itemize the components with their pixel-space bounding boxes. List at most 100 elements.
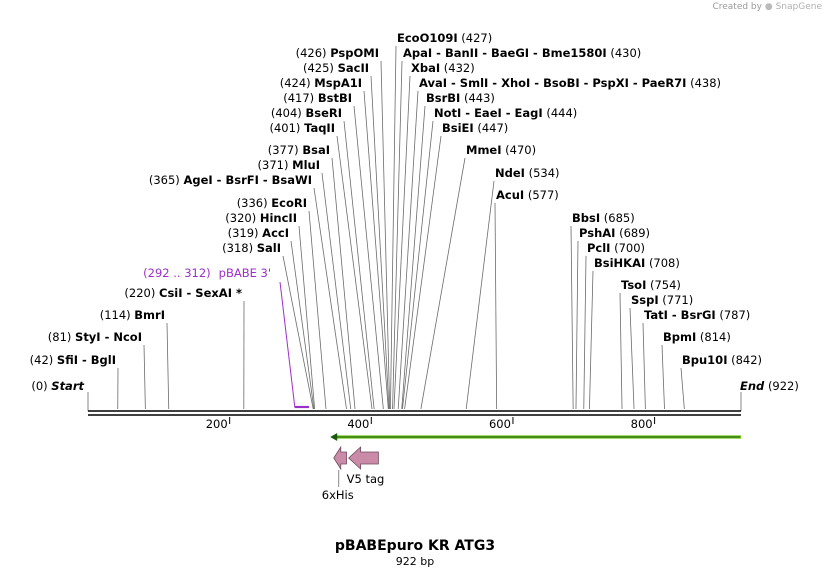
- start-position: (0): [31, 379, 47, 393]
- enzyme-styi-name: StyI - NcoI: [75, 330, 142, 344]
- end-name: End: [740, 379, 765, 393]
- enzyme-acui-name: AcuI: [496, 188, 524, 202]
- enzyme-styi-leader: [143, 344, 146, 410]
- enzyme-sacii-leader: [370, 75, 390, 410]
- enzyme-bsiei-leader: [404, 135, 442, 410]
- watermark-prefix: Created by: [712, 2, 762, 12]
- enzyme-bsrbi-label: BsrBI (443): [426, 91, 495, 105]
- enzyme-mspa1i-name: MspA1I: [314, 76, 362, 90]
- enzyme-tsoi-leader: [619, 292, 623, 410]
- enzyme-bseri-position: (404): [271, 106, 302, 120]
- enzyme-mmei-name: MmeI: [466, 143, 502, 157]
- enzyme-sspi-leader: [629, 307, 635, 410]
- enzyme-pspomi-position: (426): [296, 46, 327, 60]
- enzyme-mspa1i-leader: [363, 90, 389, 410]
- enzyme-styi-position: (81): [48, 330, 72, 344]
- enzyme-sacii-position: (425): [303, 61, 334, 75]
- enzyme-ndei-leader: [465, 180, 495, 410]
- enzyme-taqii-position: (401): [269, 121, 300, 135]
- enzyme-pcli-label: PclI (700): [587, 241, 645, 255]
- map-title: pBABEpuro KR ATG3: [334, 538, 496, 554]
- enzyme-sspi-label: SspI (771): [631, 293, 693, 307]
- enzyme-ndei-label: NdeI (534): [495, 166, 560, 180]
- enzyme-bsihkai-label: BsiHKAI (708): [594, 256, 680, 270]
- enzyme-ndei-position: (534): [529, 166, 560, 180]
- enzyme-sacii-name: SacII: [338, 61, 369, 75]
- enzyme-ecoo109i-label: EcoO109I (427): [397, 31, 492, 45]
- enzyme-acui-position: (577): [528, 188, 559, 202]
- enzyme-bsai-label: (377) BsaI: [268, 143, 330, 157]
- enzyme-hincii-name: HincII: [260, 211, 297, 225]
- enzyme-bbsi-leader: [570, 225, 574, 410]
- enzyme-apai-label: ApaI - BanII - BaeGI - Bme1580I (430): [403, 46, 641, 60]
- enzyme-bsrbi-name: BsrBI: [426, 91, 460, 105]
- map-length: 922 bp: [395, 555, 435, 568]
- enzyme-sacii-label: (425) SacII: [303, 61, 369, 75]
- enzyme-pspomi-label: (426) PspOMI: [296, 46, 379, 60]
- enzyme-hincii-label: (320) HincII: [225, 211, 297, 225]
- end-position: (922): [768, 379, 799, 393]
- enzyme-taqii-name: TaqII: [304, 121, 335, 135]
- enzyme-acci-position: (319): [228, 226, 259, 240]
- feature-6xhis-label: 6xHis: [322, 488, 354, 502]
- enzyme-acui-label: AcuI (577): [496, 188, 559, 202]
- enzyme-tati-name: TatI - BsrGI: [644, 308, 716, 322]
- enzyme-bsrbi-leader: [401, 105, 426, 410]
- end-label: End (922): [740, 379, 799, 393]
- enzyme-csii-name: CsiI - SexAI *: [159, 286, 242, 300]
- enzyme-mmei-leader: [420, 157, 466, 410]
- enzyme-apai-position: (430): [610, 46, 641, 60]
- enzyme-apai-leader: [392, 60, 403, 410]
- enzyme-mlui-leader: [321, 172, 352, 410]
- enzyme-sfii-label: (42) SfiI - BglI: [30, 353, 116, 367]
- enzyme-avai-label: AvaI - SmlI - XhoI - BsoBI - PspXI - Pae…: [419, 76, 721, 90]
- enzyme-pcli-name: PclI: [587, 241, 610, 255]
- enzyme-bseri-leader: [343, 120, 375, 410]
- feature-v5-tag-arrow: [348, 446, 379, 470]
- enzyme-sali-position: (318): [222, 241, 253, 255]
- enzyme-acci-leader: [290, 240, 315, 410]
- enzyme-bbsi-label: BbsI (685): [572, 211, 635, 225]
- primer-range: (292 .. 312): [143, 266, 211, 280]
- enzyme-hincii-position: (320): [225, 211, 256, 225]
- enzyme-sali-name: SalI: [257, 241, 281, 255]
- enzyme-mlui-label: (371) MluI: [258, 158, 320, 172]
- enzyme-hincii-leader: [298, 225, 316, 410]
- enzyme-ecoo109i-leader: [390, 45, 397, 410]
- enzyme-bsihkai-name: BsiHKAI: [594, 256, 645, 270]
- enzyme-ecori-name: EcoRI: [271, 196, 307, 210]
- enzyme-bstbi-position: (417): [283, 91, 314, 105]
- enzyme-pshai-label: PshAI (689): [579, 226, 650, 240]
- feature-v5-tag-label: V5 tag: [347, 472, 385, 486]
- enzyme-bseri-name: BseRI: [305, 106, 342, 120]
- enzyme-bsiei-label: BsiEI (447): [442, 121, 508, 135]
- enzyme-tsoi-name: TsoI: [621, 278, 646, 292]
- enzyme-tati-label: TatI - BsrGI (787): [644, 308, 750, 322]
- tick-label-200: 200: [206, 417, 228, 431]
- enzyme-xbai-leader: [393, 75, 411, 410]
- enzyme-taqii-leader: [336, 135, 373, 410]
- tick-label-600: 600: [489, 417, 511, 431]
- enzyme-csii-position: (220): [124, 286, 155, 300]
- enzyme-noti-name: NotI - EaeI - EagI: [434, 106, 543, 120]
- enzyme-noti-leader: [402, 120, 434, 410]
- enzyme-noti-label: NotI - EaeI - EagI (444): [434, 106, 577, 120]
- tick-label-400: 400: [347, 417, 369, 431]
- enzyme-tsoi-label: TsoI (754): [621, 278, 681, 292]
- enzyme-sali-label: (318) SalI: [222, 241, 281, 255]
- enzyme-ecoo109i-name: EcoO109I: [397, 31, 458, 45]
- watermark: Created by ● SnapGene: [712, 2, 822, 12]
- tick-label-800: 800: [631, 417, 653, 431]
- start-label: (0) Start: [31, 379, 84, 393]
- enzyme-bpu10i-label: Bpu10I (842): [682, 353, 762, 367]
- enzyme-bmri-label: (114) BmrI: [100, 308, 165, 322]
- enzyme-noti-position: (444): [546, 106, 577, 120]
- enzyme-sspi-position: (771): [662, 293, 693, 307]
- enzyme-xbai-position: (432): [444, 61, 475, 75]
- enzyme-pspomi-name: PspOMI: [330, 46, 379, 60]
- enzyme-bpu10i-position: (842): [731, 353, 762, 367]
- enzyme-tsoi-position: (754): [650, 278, 681, 292]
- enzyme-bsrbi-position: (443): [464, 91, 495, 105]
- enzyme-styi-label: (81) StyI - NcoI: [48, 330, 142, 344]
